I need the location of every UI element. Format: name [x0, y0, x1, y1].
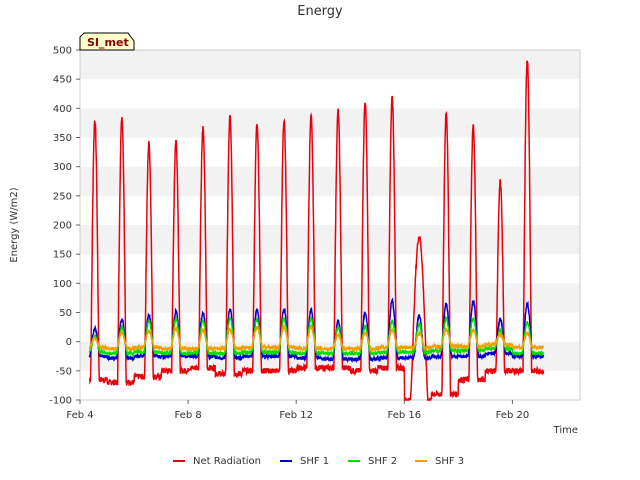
- grid-band: [80, 166, 580, 196]
- y-tick-label: 400: [53, 104, 72, 115]
- grid-band: [80, 312, 580, 342]
- y-tick-label: 50: [59, 308, 72, 319]
- x-tick-label: Feb 8: [174, 410, 201, 421]
- y-axis-label: Energy (W/m2): [9, 187, 20, 262]
- x-axis-label: Time: [553, 425, 578, 436]
- y-tick-label: 350: [53, 133, 72, 144]
- grid-band: [80, 370, 580, 400]
- series-layer: [88, 60, 545, 401]
- y-tick-label: 500: [53, 46, 72, 57]
- x-tick-label: Feb 12: [279, 410, 313, 421]
- y-tick-label: 300: [53, 162, 72, 173]
- legend-label: SHF 3: [435, 456, 464, 467]
- legend-label: SHF 2: [368, 456, 397, 467]
- site-badge: SI_met: [79, 32, 135, 51]
- y-axis-ticks: -100 -50 0 50 100 150 200 250 300 350 400 450 500: [49, 46, 80, 407]
- x-tick-label: Feb 16: [388, 410, 422, 421]
- series-line-shf-1: [88, 297, 545, 364]
- x-tick-label: Feb 20: [496, 410, 530, 421]
- grid-band: [80, 225, 580, 255]
- series-line-shf-3: [88, 323, 544, 354]
- series-line-net-radiation: [88, 60, 545, 401]
- grid-band: [80, 254, 580, 284]
- grid-band: [80, 79, 580, 109]
- chart-title: Energy: [297, 4, 343, 19]
- site-badge-label: SI_met: [87, 36, 129, 49]
- y-tick-label: 450: [53, 75, 72, 86]
- y-tick-label: 150: [53, 250, 72, 261]
- legend-label: SHF 1: [300, 456, 329, 467]
- grid-band: [80, 195, 580, 225]
- x-tick-label: Feb 4: [66, 410, 93, 421]
- y-tick-label: 100: [53, 279, 72, 290]
- y-tick-label: 250: [53, 191, 72, 202]
- grid-band: [80, 108, 580, 138]
- y-tick-label: 200: [53, 221, 72, 232]
- legend-label: Net Radiation: [193, 456, 261, 467]
- grid-band: [80, 283, 580, 313]
- x-axis-ticks: Feb 4 Feb 8 Feb 12 Feb 16 Feb 20: [66, 400, 529, 421]
- grid-band: [80, 137, 580, 167]
- y-tick-label: -100: [49, 396, 72, 407]
- y-tick-label: -50: [56, 366, 72, 377]
- y-tick-label: 0: [66, 337, 72, 348]
- legend: Net Radiation SHF 1 SHF 2 SHF 3: [173, 456, 464, 467]
- grid-band: [80, 50, 580, 80]
- site-badge-box: [79, 32, 135, 51]
